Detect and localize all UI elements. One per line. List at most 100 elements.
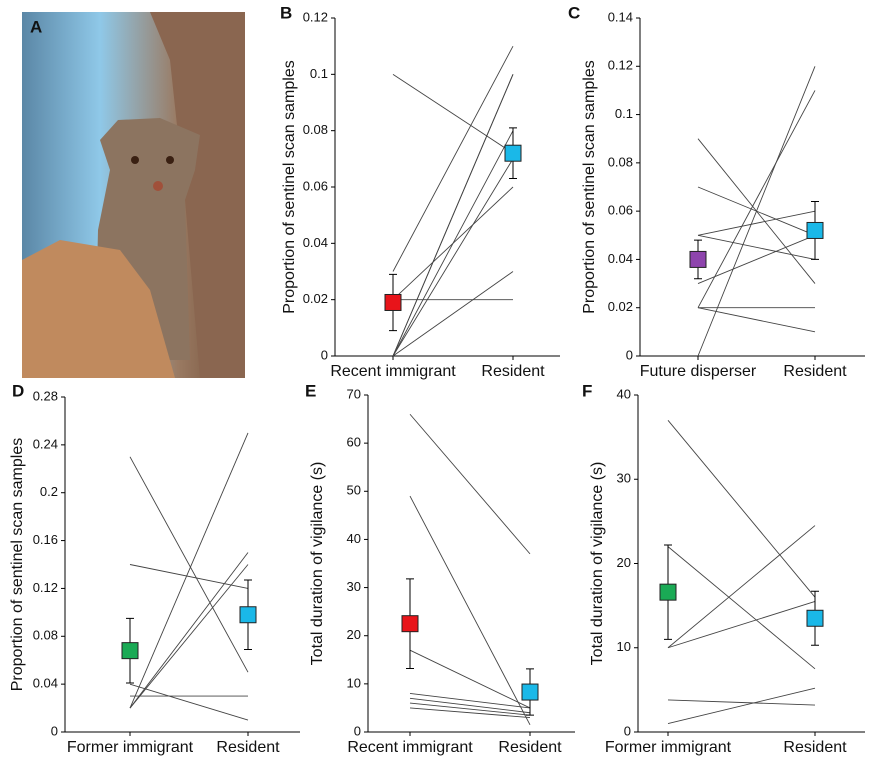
y-tick-label: 0.12: [33, 580, 58, 595]
mean-marker: [384, 293, 402, 311]
panel-label: B: [280, 3, 292, 22]
y-axis-label: Proportion of sentinel scan samples: [581, 60, 598, 313]
y-axis-label: Proportion of sentinel scan samples: [9, 438, 26, 691]
individual-line: [409, 495, 531, 725]
x-tick-label: Resident: [481, 363, 545, 380]
individual-line: [409, 413, 531, 555]
x-tick-label: Future disperser: [640, 363, 757, 380]
mean-marker: [806, 221, 824, 239]
individual-line: [409, 693, 531, 709]
x-tick-label: Resident: [783, 363, 847, 380]
individual-line: [667, 546, 816, 670]
y-tick-label: 0.14: [608, 9, 633, 24]
individual-line: [392, 186, 514, 300]
y-tick-label: 30: [617, 471, 631, 486]
y-tick-label: 0.04: [303, 235, 328, 250]
y-tick-label: 0.28: [33, 388, 58, 403]
individual-line: [697, 66, 816, 357]
individual-line: [667, 419, 816, 598]
individual-line: [667, 687, 816, 725]
y-tick-label: 40: [617, 386, 631, 401]
y-tick-label: 0: [624, 723, 631, 738]
individual-line: [667, 699, 816, 706]
y-tick-label: 0.06: [608, 203, 633, 218]
x-tick-label: Former immigrant: [67, 739, 194, 756]
individual-line: [667, 600, 816, 649]
y-tick-label: 40: [347, 531, 361, 546]
individual-line: [697, 307, 816, 333]
x-tick-label: Recent immigrant: [347, 739, 473, 756]
y-tick-label: 0.02: [608, 299, 633, 314]
panel-label: A: [30, 17, 42, 36]
y-tick-label: 0.04: [608, 251, 633, 266]
y-tick-label: 70: [347, 386, 361, 401]
y-axis-label: Total duration of vigilance (s): [309, 462, 326, 666]
photo: A: [22, 12, 245, 378]
panel-label: E: [305, 381, 316, 400]
y-tick-label: 30: [347, 579, 361, 594]
y-tick-label: 0.2: [40, 484, 58, 499]
y-tick-label: 0.04: [33, 676, 58, 691]
y-tick-label: 10: [617, 639, 631, 654]
mean-marker: [521, 683, 539, 701]
panel-label: D: [12, 381, 24, 400]
mean-marker: [121, 642, 139, 660]
mean-marker: [659, 583, 677, 601]
individual-line: [667, 525, 816, 649]
individual-line: [129, 432, 249, 709]
y-tick-label: 0: [626, 347, 633, 362]
y-tick-label: 0.02: [303, 291, 328, 306]
y-tick-label: 0: [321, 347, 328, 362]
individual-line: [129, 552, 249, 709]
mean-marker: [689, 250, 707, 268]
individual-line: [392, 45, 514, 272]
individual-line: [697, 234, 816, 260]
y-tick-label: 20: [347, 627, 361, 642]
y-tick-label: 0.1: [615, 106, 633, 121]
y-tick-label: 0.1: [310, 66, 328, 81]
y-tick-label: 0.06: [303, 178, 328, 193]
mean-marker: [239, 606, 257, 624]
individual-line: [392, 271, 514, 357]
individual-line: [409, 702, 531, 716]
individual-line: [129, 564, 249, 589]
individual-line: [697, 210, 816, 236]
y-tick-label: 50: [347, 483, 361, 498]
individual-line: [392, 158, 514, 357]
y-tick-label: 0.08: [608, 154, 633, 169]
y-tick-label: 0.08: [33, 628, 58, 643]
y-tick-label: 0.08: [303, 122, 328, 137]
x-tick-label: Resident: [216, 739, 280, 756]
y-tick-label: 0.12: [608, 58, 633, 73]
mean-marker: [401, 615, 419, 633]
y-axis-label: Total duration of vigilance (s): [589, 462, 606, 666]
individual-line: [697, 90, 816, 308]
mean-marker: [806, 609, 824, 627]
individual-line: [392, 73, 514, 154]
x-tick-label: Resident: [783, 739, 847, 756]
mean-marker: [504, 144, 522, 162]
x-tick-label: Resident: [498, 739, 562, 756]
y-axis-label: Proportion of sentinel scan samples: [281, 60, 298, 313]
individual-line: [129, 683, 249, 721]
x-tick-label: Recent immigrant: [330, 363, 456, 380]
individual-line: [697, 234, 816, 284]
y-tick-label: 10: [347, 675, 361, 690]
panel-label: F: [582, 381, 592, 400]
individual-line: [129, 564, 249, 709]
individual-line: [392, 74, 514, 357]
panel-label: C: [568, 3, 580, 22]
y-tick-label: 0.16: [33, 532, 58, 547]
individual-line: [129, 456, 249, 673]
x-tick-label: Former immigrant: [605, 739, 732, 756]
individual-line: [409, 649, 531, 709]
individual-line: [409, 697, 531, 714]
individual-line: [409, 707, 531, 719]
y-tick-label: 0: [354, 723, 361, 738]
y-tick-label: 60: [347, 435, 361, 450]
y-tick-label: 0.12: [303, 9, 328, 24]
y-tick-label: 0: [51, 723, 58, 738]
y-tick-label: 20: [617, 555, 631, 570]
y-tick-label: 0.24: [33, 436, 58, 451]
